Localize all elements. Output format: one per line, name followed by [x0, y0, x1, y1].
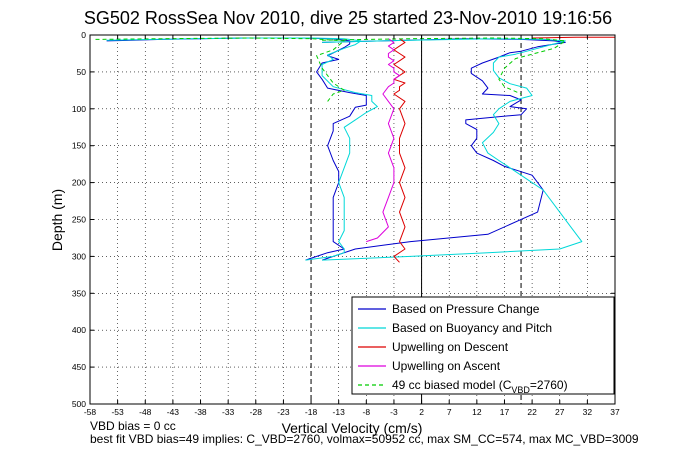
series-line-upwelling-on-ascent — [366, 38, 400, 243]
x-tick-label: -3 — [390, 407, 398, 417]
axis-ticks: -58 -53 -48 -43 -38 -33 -28 -23 -18 -13 -8 -3 2 7 12 17… — [72, 30, 620, 417]
y-tick-label: 300 — [72, 251, 86, 261]
x-tick-label: -58 — [84, 407, 97, 417]
legend-label: 49 cc biased model (CVBD=2760) — [392, 378, 568, 395]
x-tick-label: -23 — [277, 407, 290, 417]
legend: Based on Pressure Change Based on Buoyanc… — [351, 296, 615, 395]
legend-label: Based on Buoyancy and Pitch — [392, 321, 552, 335]
y-tick-label: 50 — [77, 67, 87, 77]
y-tick-label: 450 — [72, 362, 86, 372]
series-line-upwelling-on-descent — [393, 38, 406, 263]
y-tick-label: 150 — [72, 141, 86, 151]
legend-label: Upwelling on Descent — [392, 340, 509, 354]
legend-label-text: Based on Pressure Change — [392, 302, 540, 316]
x-tick-label: -38 — [194, 407, 207, 417]
x-tick-label: 37 — [610, 407, 620, 417]
legend-label-text: Based on Buoyancy and Pitch — [392, 321, 552, 335]
x-tick-label: -8 — [363, 407, 371, 417]
x-tick-label: 7 — [447, 407, 452, 417]
best-fit-summary-text: best fit VBD bias=49 implies: C_VBD=2760… — [90, 432, 639, 446]
series-line-49-cc-biased-model-c-vbd-2760 — [322, 37, 566, 95]
legend-label-text: 49 cc biased model (C — [392, 378, 512, 392]
legend-box — [351, 296, 615, 395]
x-axis-label: Vertical Velocity (cm/s) — [282, 420, 423, 436]
legend-label: Upwelling on Ascent — [392, 359, 501, 373]
legend-label-text: Upwelling on Descent — [392, 340, 509, 354]
x-tick-label: 2 — [419, 407, 424, 417]
x-tick-label: 27 — [555, 407, 565, 417]
y-tick-label: 0 — [81, 30, 86, 40]
y-tick-label: 250 — [72, 215, 86, 225]
y-tick-label: 400 — [72, 325, 86, 335]
series-line-based-on-buoyancy-and-pitch — [322, 38, 583, 261]
chart-title: SG502 RossSea Nov 2010, dive 25 started … — [84, 8, 612, 28]
y-tick-label: 200 — [72, 178, 86, 188]
data-series — [95, 36, 615, 263]
x-tick-label: 17 — [500, 407, 510, 417]
y-tick-label: 100 — [72, 104, 86, 114]
x-tick-label: -18 — [305, 407, 318, 417]
y-tick-label: 500 — [72, 399, 86, 409]
x-tick-label: -53 — [111, 407, 124, 417]
series-line-based-on-buoyancy-and-pitch — [106, 37, 378, 261]
x-tick-label: -48 — [139, 407, 152, 417]
vbd-bias-text: VBD bias = 0 cc — [90, 419, 176, 433]
series-line-upwelling-on-descent — [532, 36, 615, 39]
series-line-49-cc-biased-model-c-vbd-2760 — [95, 37, 345, 102]
x-tick-label: -43 — [167, 407, 180, 417]
x-tick-label: 12 — [472, 407, 482, 417]
legend-label-subscript: VBD — [511, 385, 530, 395]
x-tick-label: -28 — [250, 407, 263, 417]
x-tick-label: 32 — [583, 407, 593, 417]
x-tick-label: 22 — [527, 407, 537, 417]
series-line-based-on-pressure-change — [321, 38, 566, 261]
y-tick-label: 350 — [72, 288, 86, 298]
legend-label-text: Upwelling on Ascent — [392, 359, 501, 373]
x-tick-label: -33 — [222, 407, 235, 417]
x-tick-label: -13 — [333, 407, 346, 417]
series-line-based-on-pressure-change — [106, 37, 367, 261]
legend-label-suffix: =2760) — [530, 378, 568, 392]
legend-label: Based on Pressure Change — [392, 302, 540, 316]
y-axis-label: Depth (m) — [49, 189, 65, 251]
